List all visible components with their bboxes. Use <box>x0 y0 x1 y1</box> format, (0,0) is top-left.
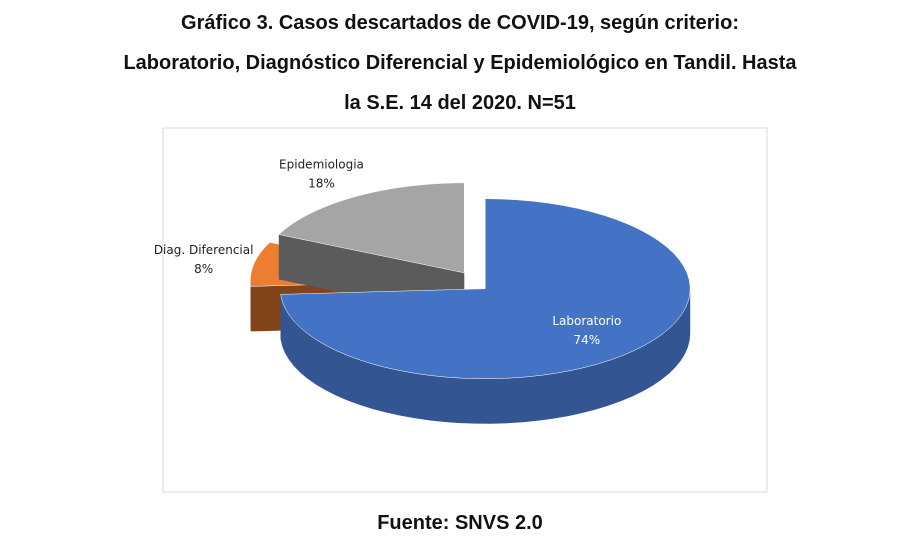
slice-value-label: 8% <box>194 262 213 276</box>
chart-title: Laboratorio, Diagnóstico Diferencial y E… <box>123 52 797 74</box>
slice-label: Epidemiologia <box>279 158 364 172</box>
slice-value-label: 18% <box>308 177 335 191</box>
slice-value-label: 74% <box>573 333 600 347</box>
chart-title: Gráfico 3. Casos descartados de COVID-19… <box>181 12 739 34</box>
source-note: Fuente: SNVS 2.0 <box>377 512 543 534</box>
slice <box>278 182 465 274</box>
slice <box>280 198 691 379</box>
slice-side <box>280 288 691 424</box>
slice-label: Diag. Diferencial <box>154 243 254 257</box>
chart-title: la S.E. 14 del 2020. N=51 <box>344 92 576 114</box>
slice-label: Laboratorio <box>552 314 621 328</box>
